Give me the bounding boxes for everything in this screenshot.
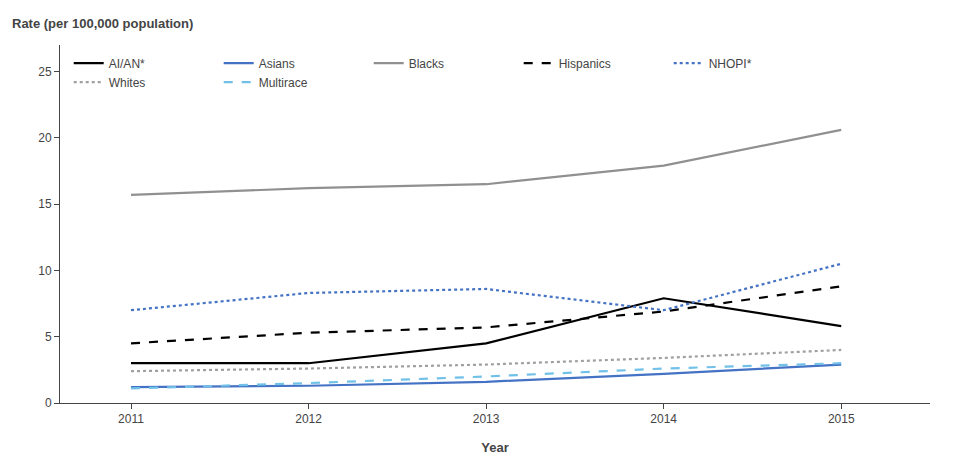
svg-text:20: 20 <box>38 131 52 145</box>
svg-text:0: 0 <box>45 396 52 410</box>
svg-text:AI/AN*: AI/AN* <box>109 57 145 71</box>
svg-text:Blacks: Blacks <box>409 57 444 71</box>
svg-text:2015: 2015 <box>828 412 855 426</box>
svg-text:Asians: Asians <box>259 57 295 71</box>
svg-text:2011: 2011 <box>118 412 144 426</box>
svg-text:2013: 2013 <box>473 412 500 426</box>
svg-text:10: 10 <box>38 264 52 278</box>
svg-text:25: 25 <box>38 65 52 79</box>
svg-text:Year: Year <box>481 440 508 455</box>
svg-text:5: 5 <box>45 330 52 344</box>
svg-text:Rate (per 100,000 population): Rate (per 100,000 population) <box>12 16 193 31</box>
svg-text:Hispanics: Hispanics <box>559 57 611 71</box>
svg-text:Whites: Whites <box>109 76 146 90</box>
svg-text:2012: 2012 <box>295 412 322 426</box>
svg-text:Multirace: Multirace <box>259 76 308 90</box>
svg-text:NHOPI*: NHOPI* <box>709 57 752 71</box>
svg-text:2014: 2014 <box>650 412 677 426</box>
svg-text:15: 15 <box>38 197 52 211</box>
